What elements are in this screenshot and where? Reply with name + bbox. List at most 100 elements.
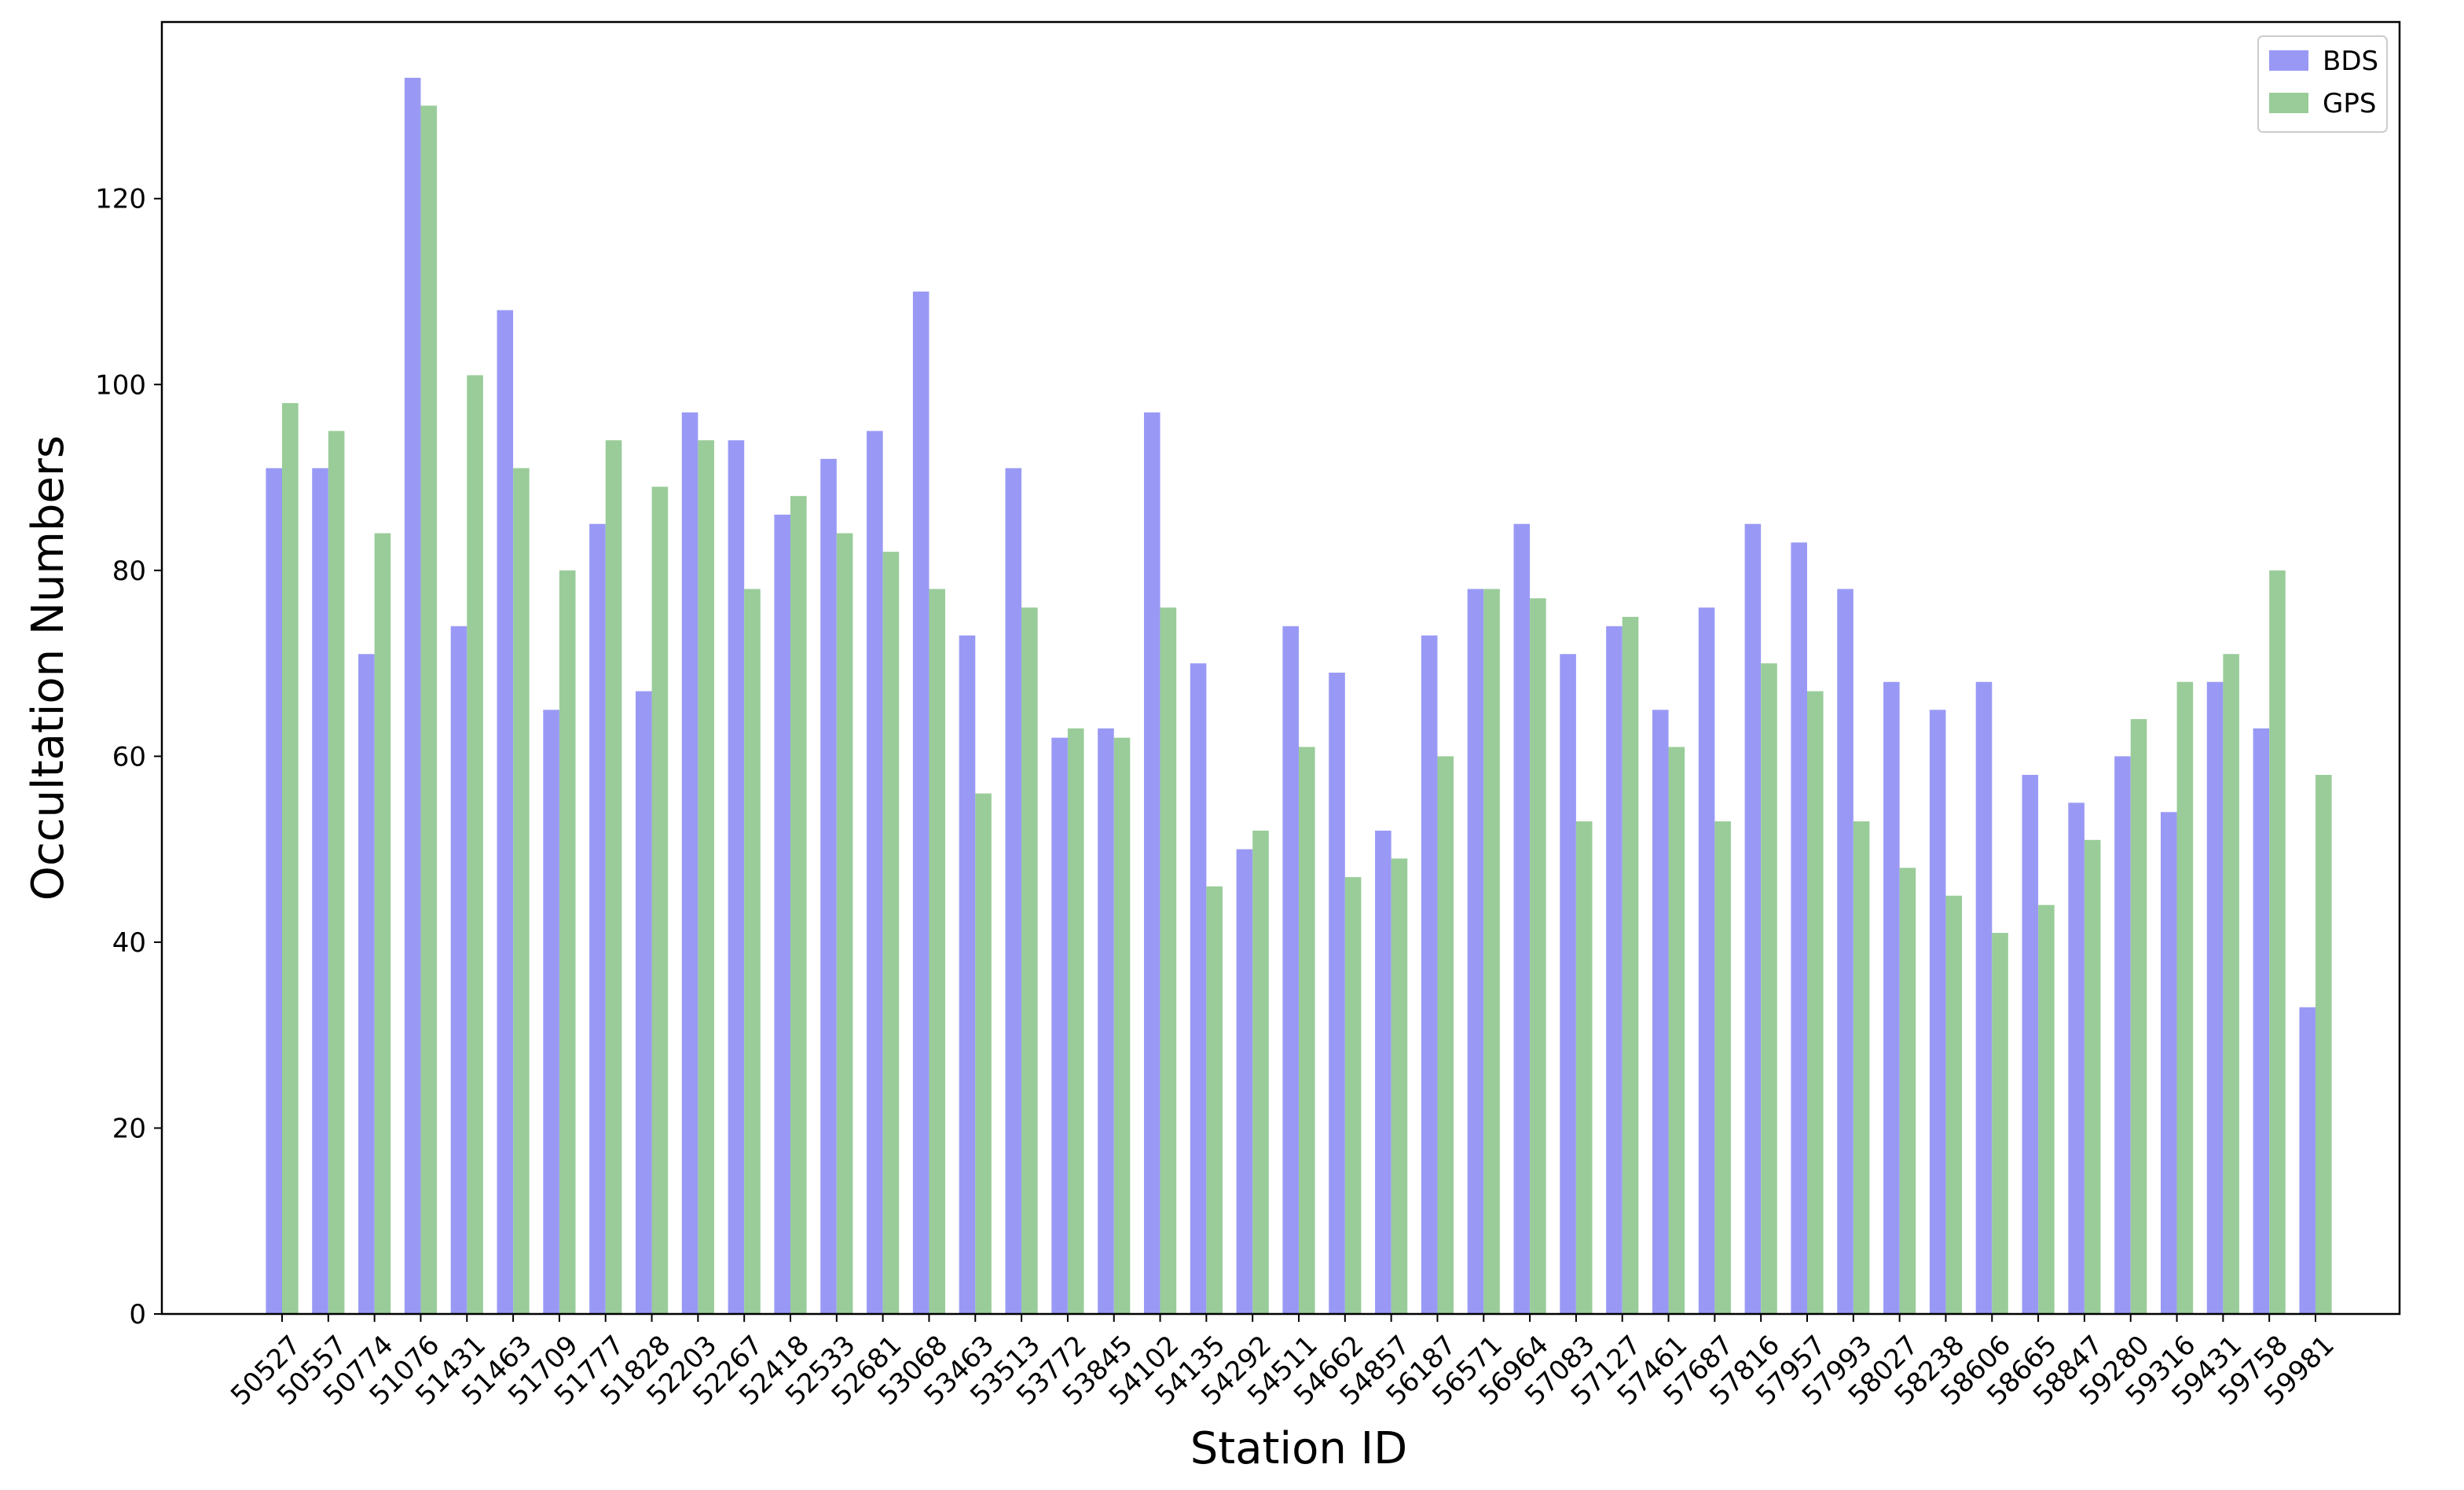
bar-bds-59981 xyxy=(2299,1007,2316,1314)
bar-gps-52533 xyxy=(836,533,853,1314)
x-axis-title: Station ID xyxy=(1190,1423,1408,1474)
bar-bds-58606 xyxy=(1975,681,1993,1314)
bar-bds-57957 xyxy=(1791,542,1807,1314)
y-axis: 0 20 40 60 80 100 120 xyxy=(95,184,162,1330)
bar-gps-58027 xyxy=(1899,868,1916,1314)
bar-bds-54662 xyxy=(1329,672,1345,1314)
bar-gps-58665 xyxy=(2038,905,2055,1314)
bar-gps-53845 xyxy=(1113,737,1131,1314)
bar-bds-53463 xyxy=(959,635,976,1314)
bar-bds-52203 xyxy=(681,412,698,1314)
bar-bds-50557 xyxy=(312,468,328,1315)
bar-bds-50527 xyxy=(266,468,282,1315)
bar-gps-52418 xyxy=(790,496,807,1315)
bar-gps-57993 xyxy=(1853,821,1870,1314)
bar-gps-59316 xyxy=(2176,681,2194,1314)
bar-bds-57993 xyxy=(1837,589,1854,1314)
bar-bds-51463 xyxy=(497,310,514,1314)
bar-bds-54292 xyxy=(1236,849,1253,1314)
bar-gps-51463 xyxy=(513,468,530,1315)
bar-gps-59981 xyxy=(2316,775,2332,1314)
bar-gps-53772 xyxy=(1067,728,1084,1314)
bar-bds-54857 xyxy=(1375,830,1392,1314)
bar-gps-57816 xyxy=(1761,663,1777,1314)
bar-bds-56187 xyxy=(1421,635,1438,1314)
bar-gps-58847 xyxy=(2084,839,2101,1314)
y-tick-label: 0 xyxy=(129,1299,146,1330)
bar-bds-57083 xyxy=(1560,654,1576,1314)
bar-bds-59280 xyxy=(2114,756,2131,1314)
bar-gps-51076 xyxy=(420,105,438,1315)
bar-gps-57461 xyxy=(1668,747,1685,1314)
bar-bds-57687 xyxy=(1698,607,1715,1314)
legend-swatch-gps xyxy=(2269,93,2308,113)
bar-gps-57083 xyxy=(1575,821,1593,1314)
bar-gps-53513 xyxy=(1021,607,1038,1314)
bar-gps-57687 xyxy=(1714,821,1731,1314)
plot-frame xyxy=(160,20,2401,1316)
bars-group xyxy=(266,77,2332,1315)
legend-label-gps: GPS xyxy=(2323,88,2376,119)
bar-bds-53772 xyxy=(1051,737,1068,1314)
bar-bds-52533 xyxy=(820,458,837,1314)
bar-gps-59280 xyxy=(2130,719,2147,1314)
bar-bds-51076 xyxy=(404,77,421,1315)
bar-gps-54511 xyxy=(1299,747,1315,1314)
bar-bds-51777 xyxy=(589,523,606,1314)
bar-bds-51709 xyxy=(543,710,559,1314)
bar-gps-56187 xyxy=(1437,756,1454,1314)
bar-bds-52418 xyxy=(774,514,790,1314)
bar-gps-53068 xyxy=(929,589,946,1314)
y-tick-label: 120 xyxy=(95,184,146,215)
bar-bds-54102 xyxy=(1143,412,1160,1314)
y-tick-label: 20 xyxy=(112,1113,146,1144)
bar-gps-56964 xyxy=(1530,598,1546,1314)
y-tick-label: 60 xyxy=(112,741,146,773)
bar-gps-51431 xyxy=(467,375,483,1315)
bar-gps-51709 xyxy=(559,570,576,1314)
bar-gps-59758 xyxy=(2269,570,2286,1314)
bar-bds-57461 xyxy=(1652,710,1669,1314)
bar-gps-52267 xyxy=(744,589,761,1314)
bar-gps-52681 xyxy=(882,552,900,1314)
bar-gps-51828 xyxy=(651,486,669,1314)
bar-gps-51777 xyxy=(605,440,622,1314)
bar-bds-52267 xyxy=(728,440,745,1314)
bar-gps-50774 xyxy=(374,533,391,1314)
bar-gps-53463 xyxy=(975,793,992,1314)
bar-bds-54511 xyxy=(1282,626,1299,1314)
bar-gps-58606 xyxy=(1992,933,2008,1314)
bar-gps-56571 xyxy=(1483,589,1500,1314)
bar-gps-52203 xyxy=(698,440,714,1314)
bar-bds-52681 xyxy=(867,431,883,1314)
bar-bds-50774 xyxy=(358,654,375,1314)
bar-bds-51431 xyxy=(450,626,468,1314)
y-tick-label: 100 xyxy=(95,369,146,401)
y-tick-label: 40 xyxy=(112,927,146,959)
y-axis-title: Occultation Numbers xyxy=(23,435,74,901)
bar-bds-58238 xyxy=(1929,710,1946,1314)
bar-bds-53845 xyxy=(1098,728,1114,1314)
bar-gps-59431 xyxy=(2223,654,2239,1314)
legend: BDS GPS xyxy=(2257,35,2388,133)
legend-swatch-bds xyxy=(2269,50,2308,71)
bar-bds-57816 xyxy=(1744,523,1762,1314)
legend-label-bds: BDS xyxy=(2323,46,2378,77)
bar-gps-58238 xyxy=(1945,895,1963,1314)
bar-bds-59316 xyxy=(2160,812,2177,1314)
bar-bds-51828 xyxy=(635,691,652,1314)
y-tick-label: 80 xyxy=(112,556,146,587)
bar-gps-57957 xyxy=(1807,691,1824,1314)
bar-bds-57127 xyxy=(1606,626,1622,1314)
bar-bds-53513 xyxy=(1005,468,1022,1315)
bar-bds-54135 xyxy=(1190,663,1207,1314)
bar-gps-54662 xyxy=(1344,877,1362,1314)
bar-gps-54135 xyxy=(1206,886,1223,1314)
bar-bds-58665 xyxy=(2022,775,2039,1314)
bar-gps-50557 xyxy=(328,431,345,1314)
bar-gps-54102 xyxy=(1160,607,1177,1314)
bar-gps-57127 xyxy=(1622,616,1639,1314)
bar-bds-58027 xyxy=(1883,681,1900,1314)
bar-gps-54292 xyxy=(1252,830,1269,1314)
